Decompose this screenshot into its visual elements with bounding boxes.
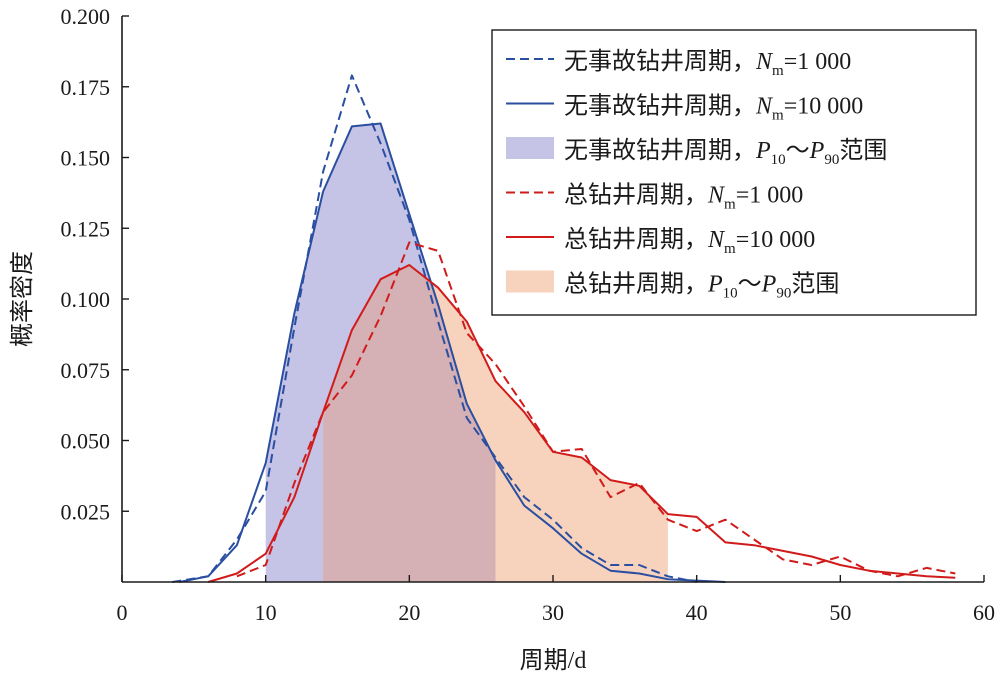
legend-swatch-band xyxy=(506,137,554,159)
legend-text-label: 无事故钻井周期， xyxy=(564,48,756,75)
legend-text-tilde: ～ xyxy=(738,272,762,298)
legend-text-sub2: 90 xyxy=(824,152,839,168)
x-tick-label: 60 xyxy=(973,600,995,625)
legend-text-label: 总钻井周期， xyxy=(564,226,708,253)
legend-text-sub: m xyxy=(772,63,784,79)
axis-ticks: 0 10 20 30 40 50 60 0.025 0.050 0.075 0.100 0.125 0.… xyxy=(61,4,996,625)
legend-text-math: N xyxy=(707,227,726,253)
x-tick-label: 50 xyxy=(829,600,851,625)
legend-text-sub: m xyxy=(724,197,736,213)
legend-text-math2: P xyxy=(809,138,825,164)
y-tick-label: 0.075 xyxy=(61,358,111,383)
legend-text-label: 无事故钻井周期， xyxy=(564,137,756,164)
y-axis-title: 概率密度 xyxy=(9,251,36,347)
percentile-bands xyxy=(265,123,668,582)
legend-text-sub: m xyxy=(772,108,784,124)
y-tick-label: 0.150 xyxy=(61,146,111,171)
legend-text-suffix: =1 000 xyxy=(736,183,804,209)
y-tick-label: 0.025 xyxy=(61,499,111,524)
legend-text-math: N xyxy=(707,183,726,209)
series-line-total_10000 xyxy=(207,264,956,583)
x-tick-label: 10 xyxy=(255,600,277,625)
legend-label: 无事故钻井周期，Nm=10 000 xyxy=(564,93,863,124)
legend-swatch-band xyxy=(506,270,554,293)
legend-text-math: N xyxy=(755,49,774,75)
legend-text-suffix: 范围 xyxy=(791,271,839,298)
series-lines xyxy=(172,74,956,583)
legend-text-tilde: ～ xyxy=(786,138,810,164)
legend-box xyxy=(491,29,977,316)
legend-text-label: 总钻井周期， xyxy=(564,271,708,298)
x-tick-label: 20 xyxy=(398,600,420,625)
legend-text-math: P xyxy=(707,272,723,298)
legend-item: 无事故钻井周期，Nm=10 000 xyxy=(506,93,863,124)
legend-text-suffix: 范围 xyxy=(839,137,887,164)
legend-item: 总钻井周期，P10～P90范围 xyxy=(506,270,839,302)
y-tick-label: 0.175 xyxy=(61,75,111,100)
y-tick-label: 0.100 xyxy=(61,287,111,312)
legend-text-math: P xyxy=(755,138,771,164)
series-line-total_1000 xyxy=(236,241,956,578)
legend-label: 无事故钻井周期，Nm=1 000 xyxy=(564,48,851,79)
legend-text-suffix: =10 000 xyxy=(784,94,864,120)
legend-item: 无事故钻井周期，Nm=1 000 xyxy=(506,48,851,79)
legend-text-sub: m xyxy=(724,241,736,257)
legend-label: 总钻井周期，Nm=10 000 xyxy=(564,226,815,257)
legend-text-suffix: =10 000 xyxy=(736,227,816,253)
legend-text-sub2: 90 xyxy=(776,286,791,302)
legend-label: 无事故钻井周期，P10～P90范围 xyxy=(564,137,887,168)
legend-text-label: 总钻井周期， xyxy=(564,182,708,209)
y-tick-label: 0.200 xyxy=(61,4,111,29)
legend-text-label: 无事故钻井周期， xyxy=(564,93,756,120)
legend-label: 总钻井周期，P10～P90范围 xyxy=(564,271,839,302)
legend-text-math: N xyxy=(755,94,774,120)
x-tick-label: 30 xyxy=(542,600,564,625)
legend-text-sub: 10 xyxy=(771,152,786,168)
y-tick-label: 0.125 xyxy=(61,216,111,241)
legend-item: 总钻井周期，Nm=1 000 xyxy=(506,182,803,213)
x-axis-title: 周期/d xyxy=(520,648,587,674)
legend-text-suffix: =1 000 xyxy=(784,49,852,75)
series-line-no_accident_10000 xyxy=(179,122,726,583)
legend-text-math2: P xyxy=(761,272,777,298)
legend-text-sub: 10 xyxy=(723,286,738,302)
legend-label: 总钻井周期，Nm=1 000 xyxy=(564,182,803,213)
band-overlap xyxy=(323,265,496,582)
x-tick-label: 0 xyxy=(117,600,128,625)
y-tick-label: 0.050 xyxy=(61,429,111,454)
x-tick-label: 40 xyxy=(686,600,708,625)
series-line-no_accident_1000 xyxy=(172,74,697,583)
legend-item: 无事故钻井周期，P10～P90范围 xyxy=(506,137,887,168)
legend-item: 总钻井周期，Nm=10 000 xyxy=(506,226,815,257)
